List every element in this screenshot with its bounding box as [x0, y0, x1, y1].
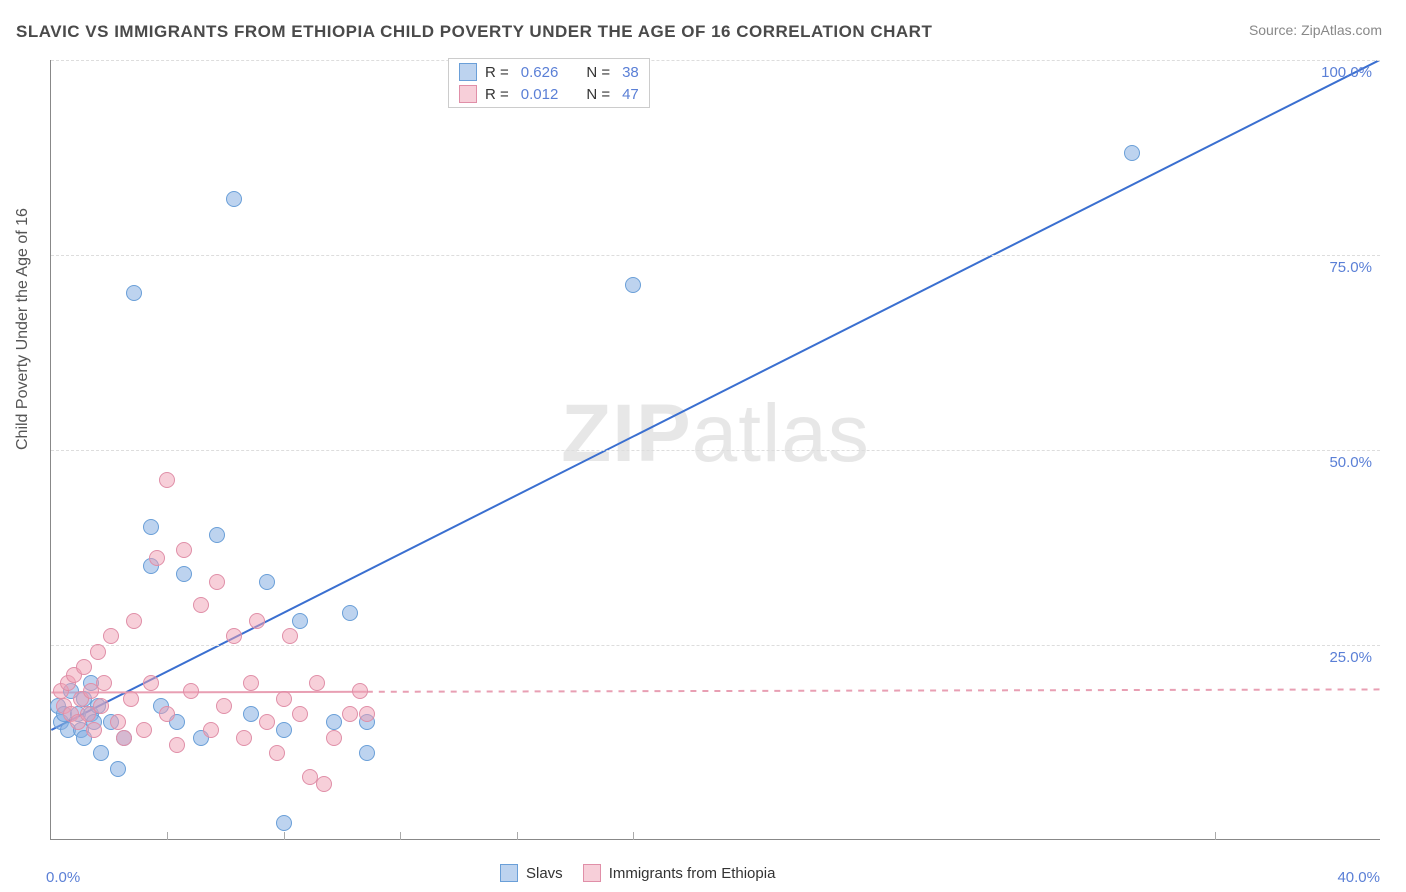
x-tick [633, 832, 634, 840]
swatch-blue-icon [459, 63, 477, 81]
scatter-marker [243, 706, 259, 722]
x-axis-max-label: 40.0% [1337, 869, 1380, 886]
scatter-marker [159, 706, 175, 722]
gridline [51, 645, 1380, 646]
x-tick [400, 832, 401, 840]
legend-row-ethiopia: R = 0.012 N = 47 [459, 85, 639, 103]
scatter-marker [103, 628, 119, 644]
source-name: ZipAtlas.com [1301, 22, 1382, 38]
scatter-marker [243, 675, 259, 691]
scatter-marker [209, 574, 225, 590]
scatter-marker [126, 613, 142, 629]
source-prefix: Source: [1249, 22, 1301, 38]
y-tick-label: 25.0% [1329, 649, 1372, 666]
scatter-marker [326, 714, 342, 730]
watermark-bold: ZIP [561, 388, 692, 479]
x-tick [167, 832, 168, 840]
x-tick [284, 832, 285, 840]
scatter-marker [1124, 145, 1140, 161]
scatter-marker [292, 706, 308, 722]
scatter-marker [292, 613, 308, 629]
scatter-marker [226, 191, 242, 207]
scatter-marker [352, 683, 368, 699]
legend-item-slavs: Slavs [500, 864, 563, 882]
scatter-marker [342, 706, 358, 722]
y-tick-label: 75.0% [1329, 259, 1372, 276]
scatter-marker [76, 659, 92, 675]
scatter-marker [93, 698, 109, 714]
scatter-marker [159, 472, 175, 488]
r-value-ethiopia: 0.012 [521, 86, 559, 103]
chart-plot-area: ZIPatlas 25.0% 50.0% 75.0% 100.0% [50, 60, 1380, 840]
scatter-marker [203, 722, 219, 738]
r-label: R = [485, 64, 509, 81]
legend-item-ethiopia: Immigrants from Ethiopia [583, 864, 776, 882]
scatter-marker [176, 542, 192, 558]
scatter-marker [259, 574, 275, 590]
r-value-slavs: 0.626 [521, 64, 559, 81]
scatter-marker [309, 675, 325, 691]
scatter-marker [316, 776, 332, 792]
scatter-marker [209, 527, 225, 543]
scatter-marker [269, 745, 285, 761]
legend-label-slavs: Slavs [526, 865, 563, 882]
scatter-marker [216, 698, 232, 714]
scatter-marker [183, 683, 199, 699]
n-value-slavs: 38 [622, 64, 639, 81]
swatch-blue-icon [500, 864, 518, 882]
gridline [51, 450, 1380, 451]
watermark-rest: atlas [692, 388, 870, 479]
scatter-marker [96, 675, 112, 691]
gridline [51, 60, 1380, 61]
scatter-marker [276, 722, 292, 738]
scatter-marker [249, 613, 265, 629]
scatter-marker [276, 815, 292, 831]
scatter-marker [625, 277, 641, 293]
scatter-marker [93, 745, 109, 761]
scatter-marker [342, 605, 358, 621]
x-tick [517, 832, 518, 840]
scatter-marker [226, 628, 242, 644]
watermark: ZIPatlas [561, 387, 870, 481]
scatter-marker [326, 730, 342, 746]
scatter-marker [176, 566, 192, 582]
scatter-marker [359, 706, 375, 722]
scatter-marker [110, 761, 126, 777]
r-label: R = [485, 86, 509, 103]
scatter-marker [143, 519, 159, 535]
n-label: N = [586, 86, 610, 103]
swatch-pink-icon [459, 85, 477, 103]
scatter-marker [123, 691, 139, 707]
gridline [51, 255, 1380, 256]
scatter-marker [90, 644, 106, 660]
n-label: N = [586, 64, 610, 81]
scatter-marker [169, 737, 185, 753]
y-tick-label: 50.0% [1329, 454, 1372, 471]
scatter-marker [149, 550, 165, 566]
correlation-legend: R = 0.626 N = 38 R = 0.012 N = 47 [448, 58, 650, 108]
scatter-marker [259, 714, 275, 730]
scatter-marker [282, 628, 298, 644]
scatter-marker [116, 730, 132, 746]
scatter-marker [276, 691, 292, 707]
n-value-ethiopia: 47 [622, 86, 639, 103]
scatter-marker [110, 714, 126, 730]
scatter-marker [136, 722, 152, 738]
y-axis-label: Child Poverty Under the Age of 16 [14, 208, 32, 450]
legend-label-ethiopia: Immigrants from Ethiopia [609, 865, 776, 882]
scatter-marker [143, 675, 159, 691]
x-tick [1215, 832, 1216, 840]
scatter-marker [359, 745, 375, 761]
series-legend: Slavs Immigrants from Ethiopia [500, 864, 775, 882]
scatter-marker [236, 730, 252, 746]
x-axis-origin-label: 0.0% [46, 869, 80, 886]
scatter-marker [126, 285, 142, 301]
source-attribution: Source: ZipAtlas.com [1249, 22, 1382, 38]
scatter-marker [193, 597, 209, 613]
scatter-marker [86, 722, 102, 738]
y-tick-label: 100.0% [1321, 64, 1372, 81]
legend-row-slavs: R = 0.626 N = 38 [459, 63, 639, 81]
chart-title: SLAVIC VS IMMIGRANTS FROM ETHIOPIA CHILD… [16, 22, 932, 42]
swatch-pink-icon [583, 864, 601, 882]
